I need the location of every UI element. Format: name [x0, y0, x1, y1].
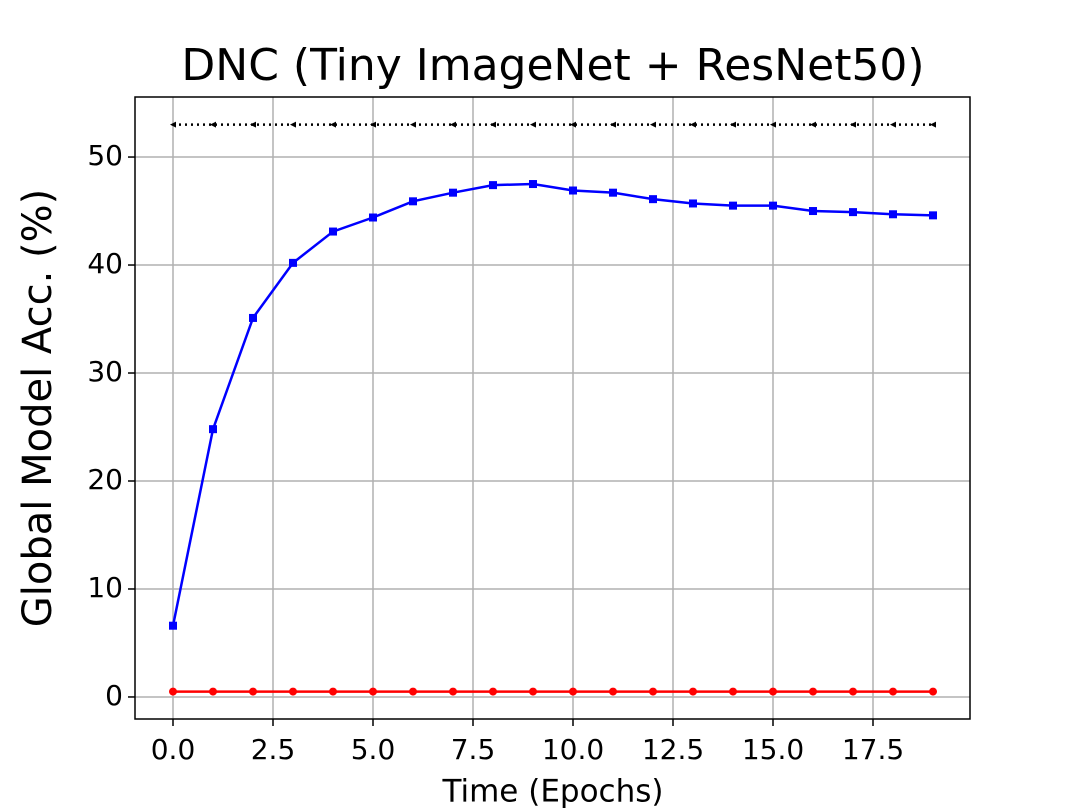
marker [849, 208, 857, 217]
y-tick-label: 20 [87, 463, 123, 496]
marker [570, 121, 576, 128]
marker [409, 197, 417, 206]
y-tick-label: 0 [105, 679, 123, 712]
marker [289, 687, 297, 696]
marker [929, 211, 937, 220]
marker [289, 258, 297, 267]
marker [610, 121, 616, 128]
marker [169, 687, 177, 696]
marker [609, 687, 617, 696]
marker [529, 687, 537, 696]
chart-title: DNC (Tiny ImageNet + ResNet50) [181, 40, 924, 91]
marker [650, 121, 656, 128]
marker [370, 121, 376, 128]
y-axis-label: Global Model Acc. (%) [15, 189, 61, 627]
marker [729, 201, 737, 210]
marker [290, 121, 296, 128]
marker [689, 687, 697, 696]
marker [170, 121, 176, 128]
x-tick-label: 17.5 [842, 733, 904, 766]
marker [249, 687, 257, 696]
marker [730, 121, 736, 128]
marker [769, 201, 777, 210]
marker [569, 687, 577, 696]
marker [849, 687, 857, 696]
x-tick-label: 10.0 [542, 733, 604, 766]
marker [569, 186, 577, 195]
y-tick-label: 40 [87, 247, 123, 280]
x-tick-label: 2.5 [251, 733, 296, 766]
marker [529, 180, 537, 189]
marker [329, 687, 337, 696]
marker [369, 213, 377, 222]
marker [690, 121, 696, 128]
marker [210, 121, 216, 128]
marker [530, 121, 536, 128]
marker [490, 121, 496, 128]
marker [209, 425, 217, 434]
x-tick-label: 7.5 [451, 733, 496, 766]
x-tick-label: 12.5 [642, 733, 704, 766]
marker [809, 687, 817, 696]
marker [489, 687, 497, 696]
marker [329, 227, 337, 236]
marker [330, 121, 336, 128]
line [171, 182, 934, 626]
marker [770, 121, 776, 128]
marker [729, 687, 737, 696]
marker [369, 687, 377, 696]
marker [809, 207, 817, 216]
marker [689, 199, 697, 208]
marker [449, 188, 457, 197]
x-tick-label: 15.0 [742, 733, 804, 766]
y-tick-label: 50 [87, 139, 123, 172]
y-tick-label: 10 [87, 571, 123, 604]
marker [169, 621, 177, 630]
marker [929, 687, 937, 696]
marker [450, 121, 456, 128]
x-tick-label: 5.0 [351, 733, 396, 766]
marker [649, 195, 657, 204]
marker [930, 121, 936, 128]
marker [649, 687, 657, 696]
marker [249, 313, 257, 322]
marker [409, 687, 417, 696]
x-axis-label: Time (Epochs) [442, 774, 664, 809]
marker [850, 121, 856, 128]
marker [889, 687, 897, 696]
marker [250, 121, 256, 128]
marker [410, 121, 416, 128]
marker [889, 210, 897, 219]
x-tick-label: 0.0 [151, 733, 196, 766]
marker [489, 181, 497, 190]
marker [609, 188, 617, 197]
marker [890, 121, 896, 128]
marker [209, 687, 217, 696]
marker [449, 687, 457, 696]
plot-frame [134, 96, 971, 720]
y-tick-label: 30 [87, 355, 123, 388]
marker [769, 687, 777, 696]
marker [810, 121, 816, 128]
